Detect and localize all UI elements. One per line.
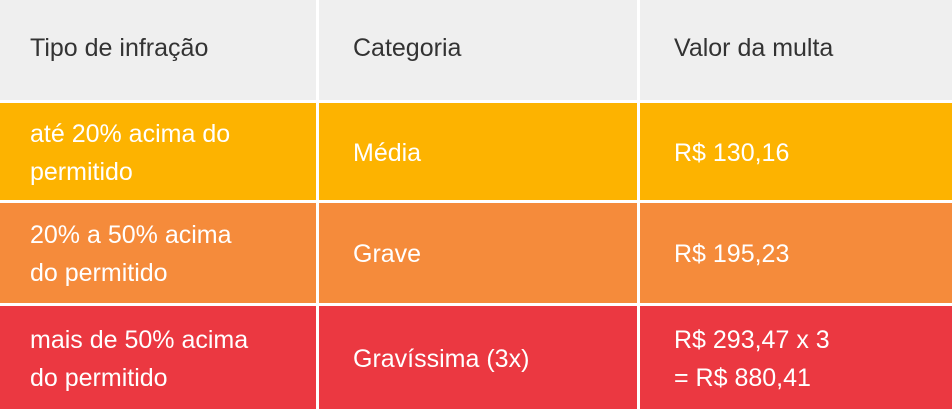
row-3-infraction-type: mais de 50% acima do permitido <box>0 306 316 409</box>
row-1-category: Média <box>319 103 637 200</box>
row-1-fine-value: R$ 130,16 <box>640 103 952 200</box>
row-2-fine-value: R$ 195,23 <box>640 203 952 303</box>
row-3-category: Gravíssima (3x) <box>319 306 637 409</box>
row-3-fine-value: R$ 293,47 x 3 = R$ 880,41 <box>640 306 952 409</box>
row-2-infraction-type: 20% a 50% acima do permitido <box>0 203 316 303</box>
header-category: Categoria <box>319 0 637 100</box>
header-infraction-type: Tipo de infração <box>0 0 316 100</box>
row-2-category: Grave <box>319 203 637 303</box>
row-1-infraction-type: até 20% acima do permitido <box>0 103 316 200</box>
header-fine-value: Valor da multa <box>640 0 952 100</box>
